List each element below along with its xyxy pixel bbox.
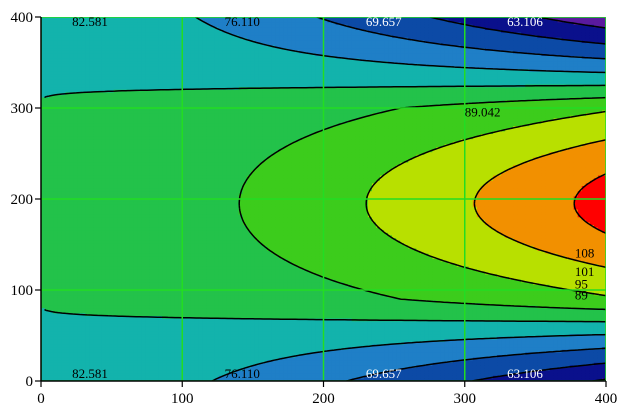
plot-area: 82.581 76.110 69.657 63.10689.04282.581 76.1… [41,14,607,382]
